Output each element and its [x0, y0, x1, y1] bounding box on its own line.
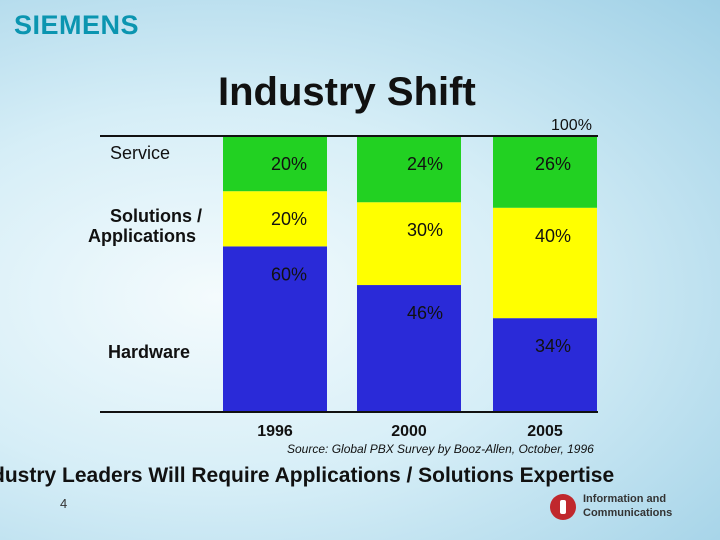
- data-label-1996-hardware: 60%: [271, 264, 307, 284]
- data-label-1996-solutions: 20%: [271, 209, 307, 229]
- source-note: Source: Global PBX Survey by Booz-Allen,…: [287, 442, 594, 456]
- data-label-2005-hardware: 34%: [535, 336, 571, 356]
- brand-line1: Information and: [583, 493, 667, 505]
- bar-2005-service: [493, 136, 597, 208]
- category-label-2005: 2005: [527, 423, 563, 440]
- data-label-2000-solutions: 30%: [407, 220, 443, 240]
- data-label-2000-hardware: 46%: [407, 303, 443, 323]
- brand-text: Information and Communications: [583, 493, 672, 521]
- siemens-logo: SIEMENS: [14, 10, 140, 40]
- bar-2000-hardware: [357, 285, 461, 412]
- brand-line2: Communications: [583, 506, 673, 519]
- data-label-2005-solutions: 40%: [535, 226, 571, 246]
- brand-logo: Information and Communications: [550, 493, 672, 521]
- bar-1996-hardware: [223, 246, 327, 412]
- bar-2000-service: [357, 136, 461, 203]
- bar-2005-hardware: [493, 318, 597, 412]
- bar-1996-service: [223, 136, 327, 192]
- data-label-2000-service: 24%: [407, 154, 443, 174]
- bar-2005-solutions: [493, 207, 597, 319]
- bar-2000-solutions: [357, 202, 461, 286]
- row-label-solutions-line2: Applications: [88, 226, 197, 247]
- top-percent-label: 100%: [551, 117, 592, 134]
- chart-title: Industry Shift: [218, 70, 476, 114]
- category-label-2000: 2000: [391, 423, 427, 440]
- info-comm-icon: [550, 493, 576, 520]
- data-label-1996-service: 20%: [271, 154, 307, 174]
- page-number: 4: [60, 496, 68, 511]
- category-label-1996: 1996: [257, 423, 293, 440]
- row-label-solutions-line1: Solutions /: [110, 206, 202, 226]
- data-label-2005-service: 26%: [535, 154, 571, 174]
- headline: dustry Leaders Will Require Applications…: [0, 464, 615, 487]
- bar-1996-solutions: [223, 191, 327, 247]
- row-label-service: Service: [110, 143, 171, 163]
- row-label-solutions: Solutions / Applications: [88, 206, 202, 246]
- row-label-hardware: Hardware: [108, 342, 191, 362]
